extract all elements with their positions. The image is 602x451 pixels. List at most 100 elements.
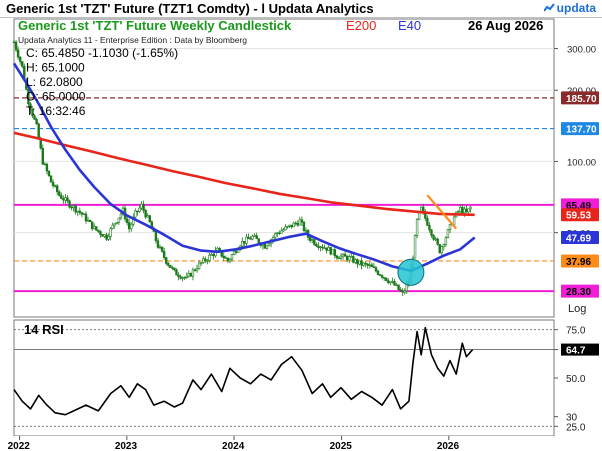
candle-body: [80, 212, 84, 215]
candle-body: [448, 223, 452, 231]
level-tag-label: 65.49: [566, 201, 591, 212]
candle-body: [191, 269, 195, 277]
candle-body: [257, 238, 260, 244]
candle-body: [321, 246, 324, 249]
candle-body: [148, 215, 151, 223]
price-levels: [14, 97, 554, 293]
candle-body: [335, 255, 339, 259]
candle-body: [107, 236, 110, 240]
candle-body: [18, 56, 22, 62]
price-gridlines: [14, 48, 554, 234]
rsi-panel: [13, 319, 555, 437]
candle-body: [294, 222, 297, 225]
candle-body: [331, 249, 334, 255]
candle-body: [325, 247, 328, 251]
level-tag-label: 37.96: [566, 257, 591, 268]
candle-body: [469, 206, 472, 210]
level-tag: [561, 284, 599, 298]
candle-body: [265, 245, 269, 249]
candle-body: [370, 264, 374, 268]
candle-body: [348, 256, 351, 261]
candle-body: [249, 238, 252, 240]
candle-body: [173, 267, 176, 271]
candle-body: [308, 237, 312, 241]
candle-body: [93, 226, 96, 230]
candle-body: [461, 206, 464, 214]
ohlc-line: C: 65.4850 -1.1030 (-1.65%): [26, 46, 178, 60]
candle-body: [430, 229, 433, 236]
candle-body: [202, 258, 205, 263]
candle-body: [119, 213, 123, 219]
candle-body: [224, 257, 228, 259]
candle-body: [434, 238, 437, 241]
candle-body: [84, 213, 88, 222]
candle-body: [403, 290, 406, 293]
candle-body: [144, 210, 147, 218]
x-axis-strip: [14, 436, 554, 451]
candle-body: [300, 219, 304, 223]
candle-body: [130, 223, 133, 230]
candle-body: [397, 284, 400, 291]
candle-body: [171, 267, 174, 269]
rsi-series-line: [13, 326, 474, 416]
candle-body: [374, 267, 378, 272]
candle-body: [329, 247, 332, 255]
candle-body: [62, 198, 65, 201]
candle-body: [440, 246, 443, 254]
candle-body: [350, 256, 353, 258]
candle-body: [99, 231, 102, 235]
candle-body: [66, 197, 69, 202]
candle-body: [280, 230, 283, 234]
candle-body: [181, 277, 184, 279]
candle-body: [467, 208, 470, 213]
candle-body: [216, 248, 219, 251]
candle-body: [428, 225, 431, 231]
candle-body: [132, 216, 135, 225]
candle-body: [436, 238, 439, 245]
candle-body: [372, 266, 376, 268]
candle-body: [253, 235, 256, 237]
candle-body: [142, 203, 145, 211]
candle-body: [276, 232, 279, 235]
candle-body: [319, 246, 322, 249]
candle-body: [70, 206, 73, 209]
e40-label: E40: [398, 18, 421, 33]
x-tick-label: 2023: [115, 441, 138, 451]
candle-body: [169, 264, 172, 268]
candle-body: [60, 195, 63, 199]
candle-body: [222, 255, 225, 258]
ma-line-e200: [13, 131, 475, 217]
candle-body: [232, 250, 236, 255]
candle-body: [243, 241, 246, 244]
x-tick-label: 2024: [222, 441, 245, 451]
candle-body: [113, 223, 116, 226]
candle-body: [105, 234, 108, 240]
brand-logo: updata: [543, 1, 596, 15]
candle-body: [37, 123, 40, 139]
candle-body: [442, 244, 446, 247]
level-tag: [561, 208, 599, 222]
candle-body: [12, 41, 16, 44]
candle-body: [413, 235, 417, 259]
rsi-title: 14 RSI: [24, 322, 64, 337]
candle-body: [199, 262, 203, 264]
candle-body: [103, 234, 106, 237]
candle-body: [115, 222, 119, 225]
candle-body: [95, 226, 98, 231]
candle-body: [33, 115, 36, 120]
candle-body: [245, 236, 248, 244]
candle-body: [339, 255, 343, 259]
brand-name: updata: [556, 1, 596, 15]
scale-label: Log: [568, 303, 586, 315]
updata-logo-icon: [543, 3, 555, 12]
candle-body: [29, 103, 32, 111]
candle-body: [27, 89, 30, 105]
candle-body: [360, 260, 363, 266]
rsi-tick-label: 75.0: [566, 326, 586, 337]
candle-body: [43, 163, 47, 166]
candle-body: [298, 219, 302, 226]
candle-body: [146, 215, 149, 218]
candle-body: [228, 258, 232, 262]
candle-body: [167, 263, 170, 266]
